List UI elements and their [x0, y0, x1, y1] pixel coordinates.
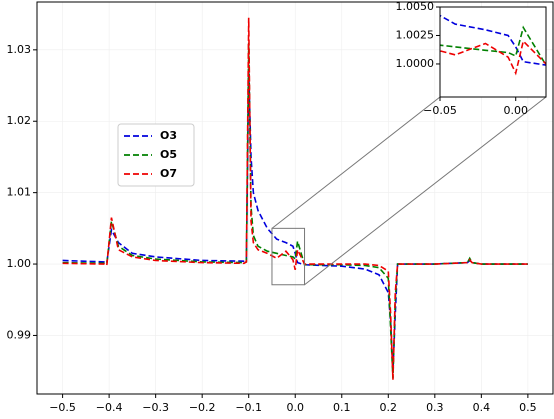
series-line	[62, 71, 528, 372]
y-tick-label: 1.02	[7, 114, 32, 127]
series-line	[440, 14, 546, 66]
x-tick-label: −0.4	[96, 401, 123, 414]
connector	[271, 96, 441, 229]
x-tick-label: −0.5	[49, 401, 76, 414]
y-tick-label: 1.0025	[396, 28, 435, 41]
x-tick-label: 0.4	[473, 401, 491, 414]
legend-label: O5	[160, 148, 177, 161]
x-tick-label: 0.2	[380, 401, 398, 414]
series-line	[62, 17, 528, 380]
y-tick-label: 1.00	[7, 257, 32, 270]
x-tick-label: −0.05	[423, 104, 457, 117]
x-tick-label: 0.1	[333, 401, 351, 414]
axes-frame	[36, 1, 554, 395]
y-tick-label: 0.99	[7, 328, 32, 341]
x-tick-label: 0.0	[286, 401, 304, 414]
series-group	[440, 14, 546, 76]
x-tick-label: 0.5	[519, 401, 537, 414]
x-tick-label: 0.00	[503, 104, 528, 117]
plot-area	[440, 7, 546, 97]
legend-label: O3	[160, 129, 177, 142]
x-tick-label: −0.2	[189, 401, 216, 414]
series-line	[440, 39, 546, 76]
zoom-box	[271, 227, 306, 286]
y-tick-label: 1.03	[7, 43, 32, 56]
series-group	[62, 17, 528, 380]
legend-box	[117, 123, 195, 187]
x-tick-label: −0.1	[235, 401, 262, 414]
legend-label: O7	[160, 167, 177, 180]
axes-frame	[439, 6, 547, 98]
x-tick-label: −0.3	[142, 401, 169, 414]
y-tick-label: 1.01	[7, 186, 32, 199]
y-tick-label: 1.0000	[396, 57, 435, 70]
y-tick-label: 1.0050	[396, 0, 435, 13]
x-tick-label: 0.3	[426, 401, 444, 414]
connector	[304, 96, 547, 286]
